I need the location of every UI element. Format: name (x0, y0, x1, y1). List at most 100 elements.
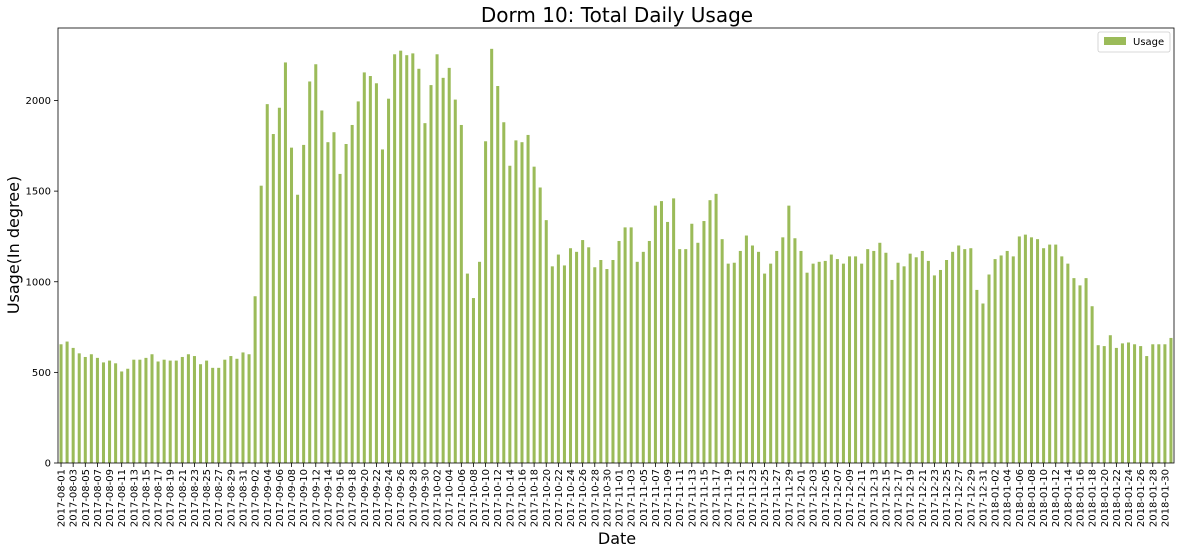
bar-2017-11-29 (787, 205, 791, 464)
bar-2017-11-25 (763, 273, 767, 463)
bar-2017-12-14 (878, 242, 882, 463)
x-tick-label: 2017-11-03 (627, 469, 638, 527)
bar-2018-01-03 (999, 255, 1003, 463)
bar-2017-08-20 (174, 360, 178, 463)
x-tick-label: 2017-12-27 (954, 469, 965, 527)
x-tick-label: 2017-12-29 (966, 469, 977, 527)
bar-2017-09-11 (308, 81, 312, 463)
bar-2017-11-08 (659, 201, 663, 463)
bar-2017-11-26 (769, 263, 773, 464)
x-tick-label: 2018-01-28 (1148, 469, 1159, 527)
x-tick-label: 2017-11-23 (748, 469, 759, 527)
bar-2017-12-27 (957, 245, 961, 463)
x-tick-label: 2018-01-02 (991, 469, 1002, 527)
x-tick-label: 2017-09-12 (311, 469, 322, 527)
bar-2017-08-11 (120, 371, 124, 463)
bar-2017-10-04 (447, 67, 451, 464)
x-tick-label: 2017-11-11 (675, 469, 686, 527)
x-tick-label: 2017-12-09 (845, 469, 856, 527)
bar-2017-12-10 (854, 256, 858, 464)
bar-2017-10-15 (514, 140, 518, 464)
bar-2017-10-09 (478, 261, 482, 463)
x-tick-label: 2017-09-16 (336, 469, 347, 527)
bar-2017-10-28 (593, 267, 597, 463)
x-tick-label: 2017-08-05 (81, 469, 92, 527)
x-tick-label: 2018-01-26 (1136, 469, 1147, 527)
x-tick-label: 2017-08-03 (69, 469, 80, 527)
bar-2017-12-06 (829, 254, 833, 463)
x-tick-label: 2018-01-08 (1027, 469, 1038, 527)
bar-2017-10-13 (502, 122, 506, 463)
bar-2017-10-30 (605, 269, 609, 463)
bar-2017-09-24 (387, 98, 391, 463)
bar-2017-11-18 (720, 239, 724, 463)
bar-2017-10-14 (508, 165, 512, 463)
x-tick-label: 2018-01-04 (1003, 469, 1014, 527)
y-tick-label: 2000 (26, 96, 51, 107)
bar-2017-08-25 (205, 360, 209, 463)
x-tick-label: 2017-08-31 (238, 469, 249, 527)
bar-2017-12-23 (932, 275, 936, 463)
bar-2018-01-01 (987, 274, 991, 463)
x-tick-label: 2017-12-15 (881, 469, 892, 527)
bar-2017-10-11 (490, 48, 494, 464)
x-tick-label: 2018-01-12 (1051, 469, 1062, 527)
bar-2017-09-05 (271, 134, 275, 463)
bar-2017-08-08 (101, 362, 105, 463)
bar-2017-12-30 (975, 289, 979, 463)
bar-2017-09-02 (253, 296, 257, 463)
bar-2018-01-31 (1169, 337, 1173, 463)
x-tick-label: 2017-09-28 (408, 469, 419, 527)
bar-2017-09-01 (247, 354, 251, 463)
bar-2017-12-21 (920, 250, 924, 463)
bar-2018-01-30 (1163, 344, 1167, 463)
x-tick-label: 2017-09-02 (251, 469, 262, 527)
x-tick-label: 2017-11-19 (724, 469, 735, 527)
bar-2017-12-25 (945, 260, 949, 463)
x-tick-label: 2017-10-20 (542, 469, 553, 527)
bar-2017-08-13 (132, 359, 136, 463)
bar-2017-11-22 (744, 235, 748, 463)
bar-2017-12-29 (969, 248, 973, 463)
bar-2017-11-03 (629, 227, 633, 463)
x-tick-label: 2017-10-08 (469, 469, 480, 527)
bar-2017-08-01 (59, 344, 63, 463)
x-tick-label: 2017-12-31 (978, 469, 989, 527)
bar-2017-10-10 (484, 141, 488, 463)
bar-2018-01-11 (1048, 244, 1052, 463)
bar-2018-01-24 (1126, 342, 1131, 463)
bar-2017-10-01 (429, 85, 433, 463)
bar-2017-09-15 (332, 132, 336, 463)
bar-2017-12-31 (981, 303, 985, 463)
bar-2018-01-09 (1036, 239, 1040, 463)
bar-2018-01-12 (1054, 244, 1058, 463)
bar-2017-11-23 (750, 245, 754, 463)
bar-2018-01-29 (1157, 344, 1161, 463)
x-tick-label: 2017-08-09 (105, 469, 116, 527)
bar-2018-01-10 (1042, 248, 1046, 463)
bar-2017-11-15 (702, 221, 706, 463)
x-tick-label: 2017-08-29 (226, 469, 237, 527)
bar-2017-10-17 (526, 134, 530, 463)
x-tick-label: 2017-08-25 (202, 469, 213, 527)
x-tick-label: 2017-09-04 (263, 469, 274, 527)
y-axis-ticks: 0 500 1000 1500 2000 (26, 96, 58, 470)
bar-2017-09-09 (296, 194, 300, 463)
bar-2018-01-25 (1133, 344, 1137, 463)
bar-2017-11-14 (696, 242, 700, 463)
bar-2018-01-22 (1114, 347, 1118, 463)
x-tick-label: 2017-10-14 (505, 469, 516, 527)
bar-2017-12-09 (847, 256, 852, 464)
bar-2017-10-24 (568, 248, 573, 463)
bar-2017-09-30 (423, 123, 427, 463)
x-tick-label: 2017-09-26 (396, 469, 407, 527)
x-tick-label: 2018-01-30 (1160, 469, 1171, 527)
bar-2017-11-27 (775, 250, 779, 463)
bar-2017-09-18 (350, 124, 354, 463)
x-tick-label: 2017-08-11 (117, 469, 128, 527)
x-tick-label: 2017-11-27 (772, 469, 783, 527)
x-tick-label: 2017-12-07 (833, 469, 844, 527)
x-tick-label: 2017-09-20 (360, 469, 371, 527)
bar-2018-01-28 (1151, 344, 1155, 463)
bar-2017-11-13 (690, 223, 694, 463)
